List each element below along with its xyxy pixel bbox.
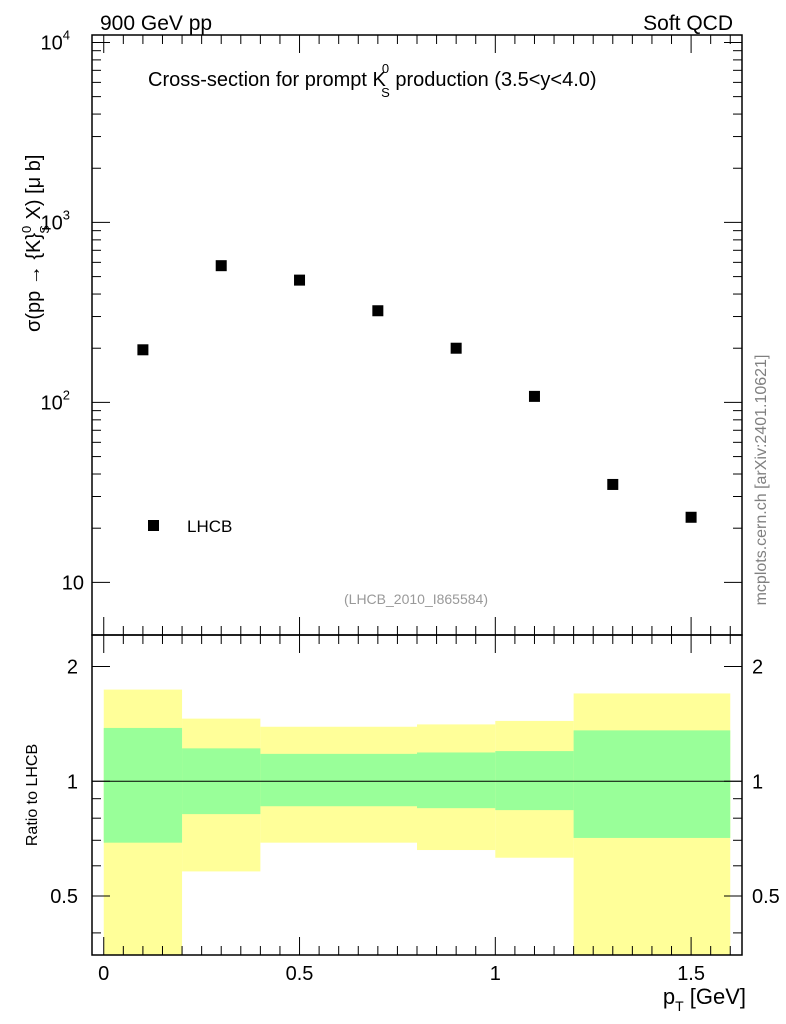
green-band-4 [495, 751, 574, 811]
x-tick-label: 1.5 [677, 963, 705, 985]
watermark: mcplots.cern.ch [arXiv:2401.10621] [753, 355, 770, 606]
axis-ticks: 10 102 103 104 0.5 0.5 1 1 2 2 0 0.5 1 1.5 [41, 27, 780, 985]
main-frame [91, 34, 743, 636]
header-right: Soft QCD [643, 12, 733, 35]
x-axis-label: pT [GeV] [663, 984, 746, 1014]
ratio-tick-label-right: 2 [752, 657, 763, 679]
data-point-1 [215, 260, 227, 272]
ratio-tick-label-right: 0.5 [752, 886, 780, 908]
x-tick-label: 0.5 [286, 963, 314, 985]
green-band-3 [417, 752, 496, 809]
green-band-5 [573, 730, 731, 838]
x-tick-label: 1 [490, 963, 501, 985]
plot-title: Cross-section for prompt K0 S production … [148, 61, 597, 100]
legend-label: LHCB [187, 517, 232, 536]
y-axis-label-ratio: Ratio to LHCB [24, 744, 41, 846]
plot-frames [91, 34, 743, 956]
header-left: 900 GeV pp [100, 12, 212, 35]
green-band-0 [103, 727, 183, 843]
data-point-3 [372, 305, 384, 317]
data-point-7 [685, 511, 697, 523]
legend-marker [148, 520, 159, 531]
data-point-4 [450, 342, 462, 354]
data-markers [137, 260, 697, 523]
data-point-2 [294, 274, 306, 286]
x-tick-label: 0 [98, 963, 109, 985]
y-tick-label-100: 102 [41, 387, 70, 414]
data-point-6 [607, 478, 619, 490]
y-tick-label-1000: 103 [41, 207, 70, 234]
ratio-tick-label-left: 2 [67, 657, 78, 679]
y-axis-label-main: σ(pp → {K}0 S X) [μ b] [19, 155, 52, 332]
ratio-bands [92, 689, 742, 955]
data-point-5 [528, 390, 540, 402]
ratio-tick-label-left: 1 [67, 771, 78, 793]
green-band-2 [260, 753, 417, 807]
data-point-0 [137, 344, 149, 356]
analysis-tag: (LHCB_2010_I865584) [344, 591, 488, 607]
y-tick-label-10: 10 [62, 572, 84, 594]
ratio-frame [91, 634, 743, 956]
y-tick-label-10000: 104 [41, 27, 70, 54]
ratio-tick-label-right: 1 [752, 771, 763, 793]
ratio-tick-label-left: 0.5 [50, 886, 78, 908]
